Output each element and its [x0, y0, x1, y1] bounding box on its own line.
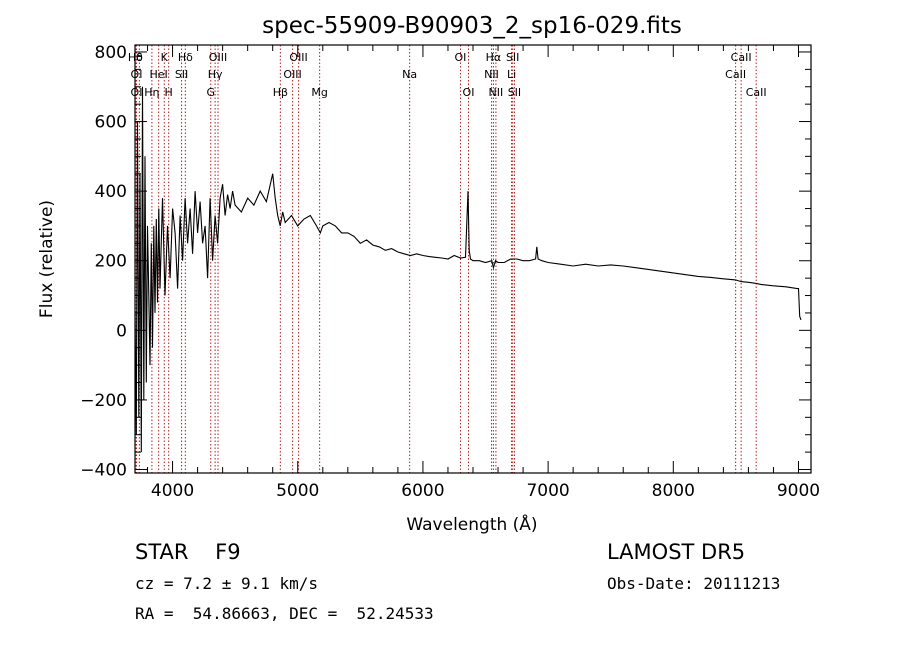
y-tick-label: 0	[116, 321, 127, 341]
line-marker-label: H	[165, 86, 173, 99]
line-marker-label: CaII	[731, 51, 752, 64]
y-tick-label: 600	[95, 113, 127, 133]
line-marker-label: OIII	[209, 51, 227, 64]
observation-date: Obs-Date: 20111213	[607, 574, 781, 593]
y-tick-label: 400	[95, 182, 127, 202]
x-tick-label: 5000	[276, 481, 319, 501]
x-tick-label: 9000	[777, 481, 820, 501]
line-marker-label: Hα	[486, 51, 502, 64]
line-marker-label: G	[206, 86, 215, 99]
x-axis-label: Wavelength (Å)	[406, 513, 537, 535]
object-class: STAR F9	[135, 540, 241, 564]
axes: 4000 5000 6000 7000 8000 9000 −400 −200 0 200 400 6…	[80, 43, 820, 501]
y-tick-label: 800	[95, 43, 127, 63]
line-marker-label: Hδ	[178, 51, 193, 64]
line-marker-label: OI	[463, 86, 475, 99]
line-marker-label: Hη	[144, 86, 159, 99]
line-marker-label: θ	[136, 51, 143, 64]
line-markers	[134, 45, 757, 473]
x-tick-label: 8000	[652, 481, 695, 501]
line-marker-label: Mg	[311, 86, 327, 99]
plot-frame	[134, 44, 812, 474]
line-marker-label: SII	[506, 51, 519, 64]
line-marker-label: NII	[484, 68, 499, 81]
line-marker-label: Hγ	[208, 68, 223, 81]
line-marker-label: OIII	[289, 51, 307, 64]
survey-name: LAMOST DR5	[607, 540, 746, 564]
line-marker-label: SII	[175, 68, 188, 81]
chart-title: spec-55909-B90903_2_sp16-029.fits	[262, 13, 682, 39]
line-marker-label: Li	[507, 68, 516, 81]
line-marker-label: CaII	[746, 86, 767, 99]
y-axis-label: Flux (relative)	[37, 200, 57, 318]
line-marker-label: HeI	[150, 68, 168, 81]
line-marker-label: NII	[489, 86, 504, 99]
spectrum-line	[134, 86, 802, 453]
x-tick-label: 7000	[526, 481, 569, 501]
line-marker-label: CaII	[725, 68, 746, 81]
y-tick-label: 200	[95, 252, 127, 272]
line-marker-label: Hβ	[273, 86, 288, 99]
line-marker-label: OI	[455, 51, 467, 64]
y-tick-label: −400	[80, 461, 127, 481]
line-marker-label: Na	[402, 68, 417, 81]
line-marker-label: OI	[131, 68, 143, 81]
redshift-velocity: cz = 7.2 ± 9.1 km/s	[135, 574, 319, 593]
line-marker-label: K	[161, 51, 169, 64]
y-tick-label: −200	[80, 391, 127, 411]
x-tick-label: 4000	[151, 481, 194, 501]
line-marker-label: SII	[508, 86, 521, 99]
line-marker-label: OIII	[283, 68, 301, 81]
line-marker-label: OI	[131, 86, 143, 99]
x-tick-label: 6000	[401, 481, 444, 501]
coordinates: RA = 54.86663, DEC = 52.24533	[135, 604, 434, 623]
